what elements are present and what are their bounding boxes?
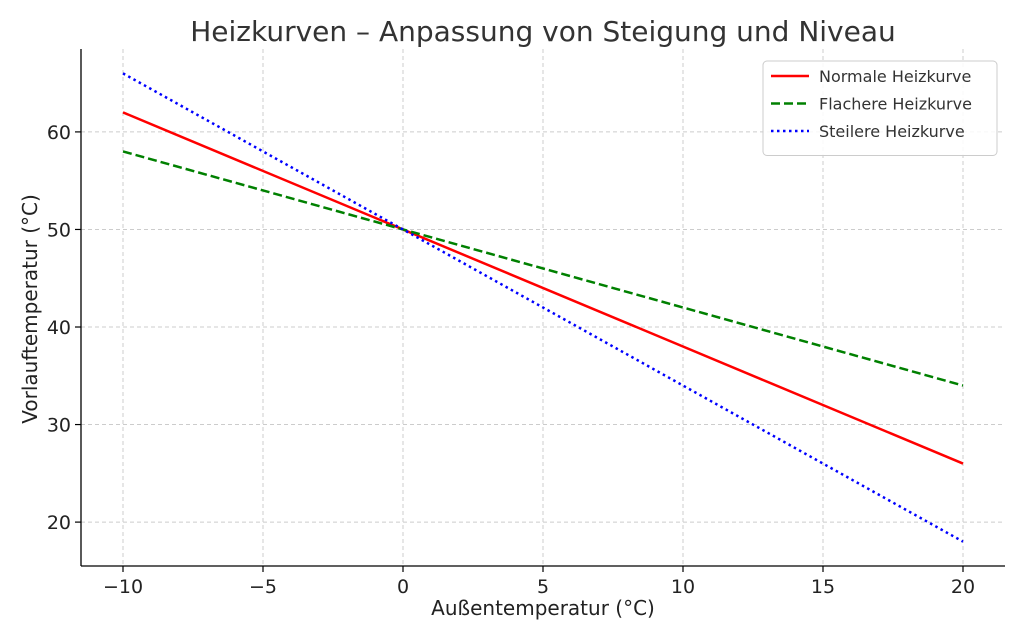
y-axis-label: Vorlauftemperatur (°C) [18,194,42,424]
legend: Normale Heizkurve Flachere Heizkurve Steil… [762,60,998,156]
series-lines [122,72,964,543]
y-tick-label: 30 [47,415,71,437]
x-tick-label: −10 [103,576,143,598]
grid [81,49,1005,566]
y-tick-label: 60 [47,122,71,144]
x-tick-label: 0 [397,576,409,598]
legend-label: Steilere Heizkurve [819,122,965,141]
legend-label: Normale Heizkurve [819,67,971,86]
series-line-2 [122,72,964,543]
x-tick-label: 10 [671,576,695,598]
chart-title: Heizkurven – Anpassung von Steigung und … [190,15,896,48]
y-tick-label: 50 [47,219,71,241]
legend-box [762,60,998,156]
x-tick-label: −5 [249,576,277,598]
x-tick-label: 15 [811,576,835,598]
x-tick-label: 20 [951,576,975,598]
y-tick-label: 20 [47,512,71,534]
x-axis-label: Außentemperatur (°C) [431,596,655,620]
y-tick-label: 40 [47,317,71,339]
x-tick-label: 5 [537,576,549,598]
series-line-1 [122,150,964,387]
legend-label: Flachere Heizkurve [819,95,972,114]
series-line-0 [122,111,964,465]
ticks: −10 −5 0 5 10 15 20 20 30 40 50 60 [47,122,975,598]
